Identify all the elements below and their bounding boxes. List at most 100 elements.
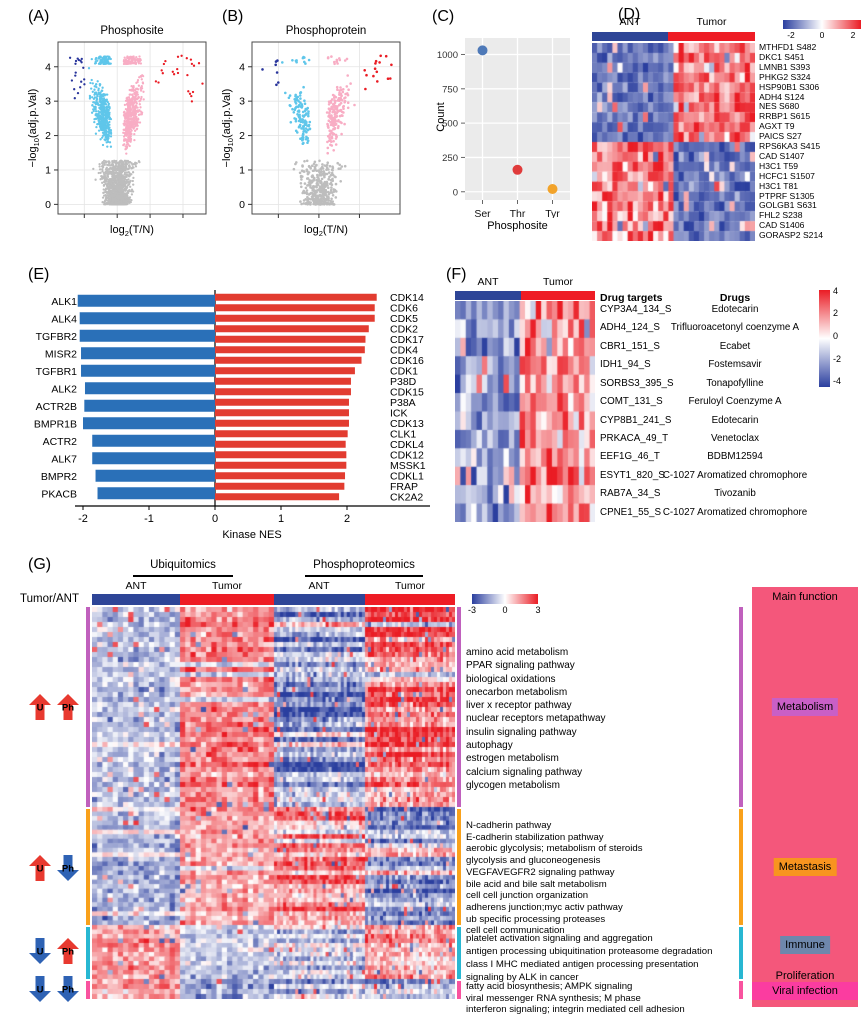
data-point — [131, 190, 135, 193]
data-point — [101, 89, 104, 92]
kinase-label: CDK14 — [390, 292, 424, 304]
ant-annotation-bar — [592, 32, 668, 41]
data-point — [332, 203, 335, 206]
data-point — [300, 103, 304, 106]
data-point — [292, 167, 296, 171]
data-point — [108, 164, 111, 167]
data-point — [132, 113, 136, 116]
drug-label: Venetoclax — [711, 432, 759, 444]
data-point — [345, 85, 349, 88]
data-point — [326, 140, 329, 144]
data-point — [133, 132, 136, 136]
data-point — [307, 114, 310, 118]
data-point — [102, 171, 105, 175]
data-point — [130, 188, 134, 191]
data-point — [98, 162, 101, 166]
data-point — [110, 198, 114, 202]
condition-label: ANT — [125, 580, 147, 592]
pathway-label: antigen processing ubiquitination protea… — [466, 946, 713, 957]
data-point — [331, 200, 334, 203]
arrow-label: U — [37, 703, 44, 714]
group-sidebar-proliferation-viral-infection — [86, 981, 90, 999]
data-point — [117, 172, 121, 175]
data-point — [331, 165, 334, 168]
data-point — [300, 202, 303, 206]
data-point — [131, 179, 134, 183]
data-point — [307, 193, 311, 196]
data-point — [112, 199, 116, 202]
data-point — [111, 161, 114, 164]
data-point — [138, 76, 141, 79]
data-point — [127, 167, 130, 170]
data-point — [122, 196, 125, 200]
data-point — [124, 145, 127, 148]
data-point — [101, 196, 105, 199]
data-point — [134, 161, 137, 165]
data-point — [309, 181, 312, 185]
data-point — [105, 109, 108, 112]
kinase-label: MISR2 — [45, 348, 77, 360]
data-point — [342, 104, 345, 108]
kinase-label: CDK17 — [390, 334, 424, 346]
data-point — [307, 197, 311, 201]
data-point — [295, 161, 298, 164]
data-point — [338, 114, 342, 118]
data-point — [117, 195, 120, 198]
data-point — [94, 60, 97, 63]
data-point — [341, 114, 344, 117]
heatmap-row-label: CAD S1406 — [759, 220, 805, 231]
data-point — [390, 63, 393, 67]
pathway-label: glycogen metabolism — [466, 779, 560, 791]
data-point — [98, 118, 101, 121]
data-point — [299, 200, 302, 203]
data-point — [330, 183, 334, 187]
data-point — [303, 119, 307, 122]
group-sidebar-metabolism — [457, 607, 461, 807]
data-point — [294, 129, 298, 133]
data-point — [113, 176, 117, 179]
y-tick-label: 250 — [442, 153, 458, 164]
panel-label-B: (B) — [222, 8, 244, 25]
kinase-label: FRAP — [390, 481, 418, 493]
data-point — [130, 198, 133, 202]
pathway-label: biological oxidations — [466, 673, 556, 685]
data-point — [103, 99, 107, 102]
data-point — [131, 117, 134, 120]
panel-D-colorbar — [783, 20, 861, 29]
data-point — [317, 177, 320, 181]
data-point — [326, 124, 330, 127]
data-point — [99, 107, 102, 110]
data-point — [108, 141, 112, 144]
data-point — [127, 61, 130, 65]
data-point — [103, 201, 106, 204]
data-point — [312, 162, 316, 166]
data-point — [139, 99, 142, 102]
data-point — [135, 81, 138, 85]
drug-target-label: CYP3A4_134_S — [600, 304, 672, 315]
panel-C-ylabel: Count — [435, 102, 447, 132]
data-point — [190, 62, 194, 66]
data-point — [292, 111, 296, 114]
data-point — [141, 81, 144, 84]
count-dot-plot: 0 250 500 750 1000 Ser Thr Tyr — [437, 38, 570, 218]
data-point — [135, 56, 138, 59]
data-point — [73, 97, 76, 100]
data-point — [122, 161, 125, 164]
data-point — [133, 93, 137, 96]
drug-target-label: RAB7A_34_S — [600, 488, 661, 500]
heatmap-row-label: RPS6KA3 S415 — [759, 141, 821, 151]
panel-F-target-labels: CYP3A4_134_S ADH4_124_S CBR1_151_S IDH1_94_… — [600, 301, 695, 522]
colorbar-tick-label: -4 — [833, 376, 842, 386]
data-point — [136, 106, 139, 109]
colorbar-tick-label: -2 — [787, 30, 795, 40]
data-point — [122, 202, 126, 205]
data-point — [324, 191, 327, 195]
data-point — [103, 203, 106, 206]
data-point — [107, 184, 111, 188]
data-point — [99, 96, 102, 99]
data-point — [186, 73, 189, 77]
data-point — [307, 123, 311, 127]
drug-label: C-1027 Aromatized chromophore — [662, 469, 808, 481]
data-point — [318, 193, 322, 197]
data-point — [125, 173, 129, 177]
